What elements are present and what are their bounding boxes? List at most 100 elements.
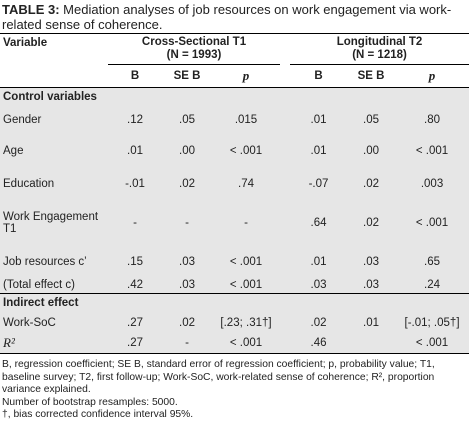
row-label: R² [0,333,108,354]
row-label: Age [0,133,108,168]
cell: .02 [162,312,212,334]
cell: .02 [290,312,348,334]
row-label: Gender [0,105,108,134]
data-row: Age .01.00 < .001.01.00 < .001 [0,133,469,168]
cell: .46 [290,333,348,354]
cell: .42 [108,276,162,294]
cell: .00 [347,133,396,168]
cell: -.07 [290,167,348,200]
cell: .01 [290,105,348,134]
data-row: R² .27- < .001.46 < .001 [0,333,469,354]
table-title: TABLE 3: Mediation analyses of job resou… [0,0,469,33]
cell: .01 [347,312,396,334]
data-row: Job resources c’ .15.03 < .001.01.03.65 [0,246,469,277]
data-row: (Total effect c) .42.03 < .001.03.03.24 [0,276,469,294]
table-body: Control variables Gender .12.05.015.01.05.… [0,87,469,354]
cell: .00 [162,133,212,168]
note: †, bias corrected confidence interval 95… [2,409,194,420]
cell: .24 [395,276,469,294]
section-heading: Control variables [0,87,469,106]
cell: [.23; .31†] [212,312,281,334]
cell: .03 [162,246,212,277]
cell: .05 [162,105,212,134]
gap [280,312,291,334]
cell: .01 [108,133,162,168]
group-n: (N = 1218) [352,49,407,61]
column-header: p [395,64,469,88]
cell: - [108,199,162,247]
cell: < .001 [212,133,281,168]
data-row: Work-SoC .27.02 [.23; .31†] .02.01 [-.01; .0… [0,312,469,334]
gap [280,133,291,168]
cell: < .001 [395,199,469,247]
group-n: (N = 1993) [166,49,222,61]
row-label: Work Engagement T1 [0,199,108,247]
cell: .64 [290,199,348,247]
variable-header: Variable [0,33,108,65]
cell: .01 [290,246,348,277]
section-row: Indirect effect [0,293,469,313]
cell: -.01 [108,167,162,200]
cell: .27 [108,312,162,334]
notes: B, regression coefficient; SE B, standar… [0,354,469,422]
cell: .15 [108,246,162,277]
cell: .03 [347,246,396,277]
cell: .65 [395,246,469,277]
cell: < .001 [212,246,281,277]
cell: .05 [347,105,396,134]
row-label: Job resources c’ [0,246,108,277]
group-header: Longitudinal T2 (N = 1218) [290,33,469,65]
note: Number of bootstrap resamples: 5000. [2,396,178,408]
gap [280,199,291,247]
title-text: Mediation analyses of job resources on w… [2,2,452,32]
column-header: SE B [347,64,396,88]
column-header: B [290,64,348,88]
blank [0,64,108,88]
cell: .03 [290,276,348,294]
row-label: Work-SoC [0,312,108,334]
cell: .003 [395,167,469,200]
cell: .02 [162,167,212,200]
gap [280,167,291,200]
cell: .12 [108,105,162,134]
row-label: Education [0,167,108,200]
group-name: Longitudinal T2 [336,36,423,48]
note: B, regression coefficient; SE B, standar… [2,359,435,395]
cell: < .001 [395,333,469,354]
cell: - [162,333,212,354]
cell: .74 [212,167,281,200]
column-header: p [212,64,281,88]
gap [280,33,291,65]
cell: .02 [347,167,396,200]
title-label: TABLE 3: [2,2,60,17]
data-row: Education -.01.02.74 -.07.02.003 [0,167,469,200]
data-row: Gender .12.05.015.01.05.80 [0,105,469,134]
cell [347,333,396,354]
cell: .03 [347,276,396,294]
group-header: Cross-Sectional T1 (N = 1993) [108,33,281,65]
section-heading: Indirect effect [0,293,469,313]
cell: [-.01; .05†] [395,312,469,334]
cell: .03 [162,276,212,294]
cell: < .001 [212,276,281,294]
column-header: B [108,64,162,88]
cell: < .001 [212,333,281,354]
cell: - [212,199,281,247]
cell: < .001 [395,133,469,168]
cell: .01 [290,133,348,168]
section-row: Control variables [0,87,469,106]
results-table: Variable Cross-Sectional T1 (N = 1993) Lo… [0,33,469,354]
cell: .27 [108,333,162,354]
gap [280,64,291,88]
gap [280,276,291,294]
data-row: Work Engagement T1- - - .64.02 < .001 [0,199,469,247]
gap [280,246,291,277]
cell: .02 [347,199,396,247]
cell: .80 [395,105,469,134]
column-header: SE B [162,64,212,88]
gap [280,105,291,134]
cell: .015 [212,105,281,134]
cell: - [162,199,212,247]
